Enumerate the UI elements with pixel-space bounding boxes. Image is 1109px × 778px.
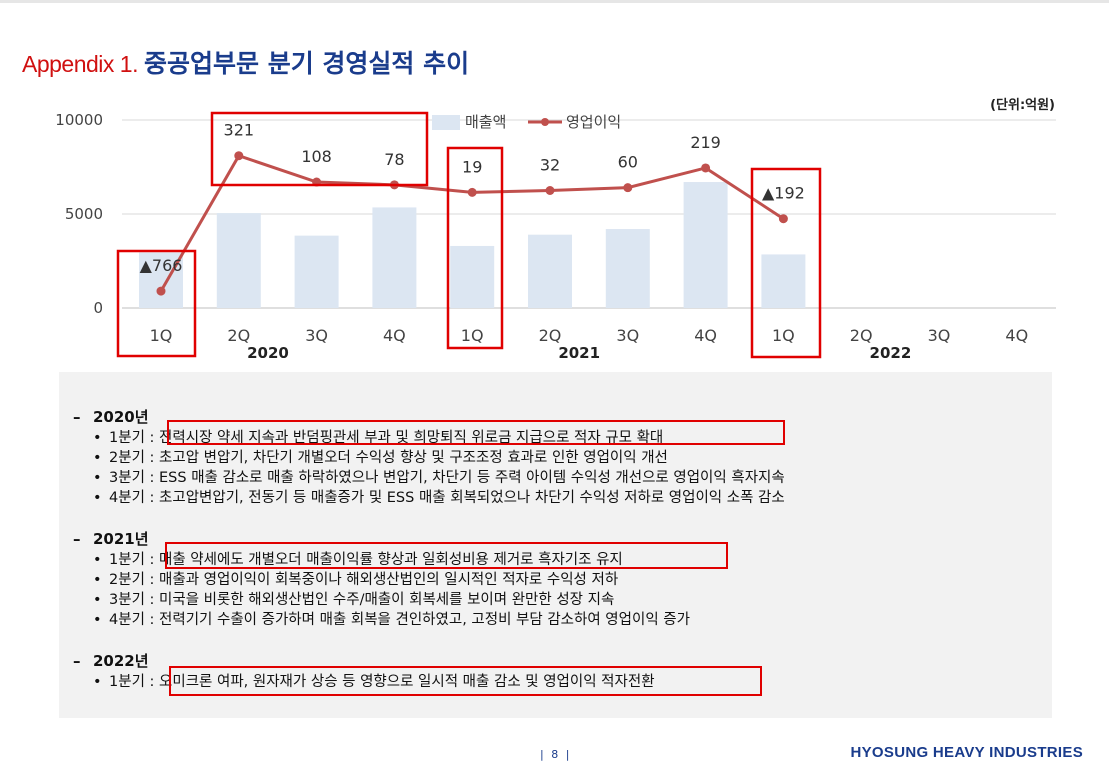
x-tick-label: 3Q	[616, 326, 639, 345]
title-main: 중공업부문 분기 경영실적 추이	[143, 49, 470, 78]
data-label: 108	[301, 147, 332, 166]
note-item: • 1분기 : 전력시장 약세 지속과 반덤핑관세 부과 및 희망퇴직 위로금 지…	[93, 430, 664, 446]
data-label: 19	[462, 157, 482, 176]
quarterly-performance-chart: 10000 5000 0 ▲766 321 108 78 19 32 60 219 ▲192 1Q 2Q 3…	[55, 111, 1056, 362]
bar	[450, 245, 495, 308]
notes-panel: –2020년 • 1분기 : 전력시장 약세 지속과 반덤핑관세 부과 및 희망퇴…	[59, 372, 1052, 718]
data-label: 321	[224, 121, 255, 140]
line-point	[156, 286, 166, 296]
bar	[528, 234, 572, 308]
x-tick-label: 1Q	[772, 326, 795, 345]
highlight-box	[169, 666, 762, 696]
year-label: 2020	[247, 344, 289, 362]
x-tick-label: 1Q	[461, 326, 484, 345]
line-point	[623, 183, 633, 193]
notes-year-heading: –2022년	[73, 652, 149, 670]
note-item: • 4분기 : 전력기기 수출이 증가하며 매출 회복을 견인하였고, 고정비 부…	[93, 612, 690, 628]
data-label: 219	[690, 133, 721, 152]
data-label: ▲766	[140, 256, 183, 275]
notes-year-heading: –2021년	[73, 530, 149, 548]
y-tick-label: 5000	[65, 205, 103, 223]
bar	[139, 252, 183, 308]
note-item: • 4분기 : 초고압변압기, 전동기 등 매출증가 및 ESS 매출 회복되었으…	[93, 490, 785, 506]
bar	[372, 207, 417, 308]
note-item: • 3분기 : 미국을 비롯한 해외생산법인 수주/매출이 회복세를 보이며 완만…	[93, 592, 615, 608]
note-item: • 1분기 : 오미크론 여파, 원자재가 상승 등 영향으로 일시적 매출 감소…	[93, 674, 655, 690]
x-tick-label: 2Q	[539, 326, 562, 345]
highlight-box	[750, 167, 822, 359]
legend-swatch-bar	[432, 115, 460, 130]
x-tick-label: 4Q	[694, 326, 717, 345]
legend-label-line: 영업이익	[566, 113, 621, 131]
notes-2020: –2020년 • 1분기 : 전력시장 약세 지속과 반덤핑관세 부과 및 희망퇴…	[73, 406, 785, 508]
notes-2022: –2022년 • 1분기 : 오미크론 여파, 원자재가 상승 등 영향으로 일시…	[73, 650, 655, 692]
line-point	[545, 186, 555, 195]
highlight-box	[210, 111, 429, 187]
highlight-box	[116, 249, 197, 358]
line-point	[778, 214, 788, 224]
year-label: 2022	[870, 344, 912, 362]
x-tick-label: 4Q	[383, 326, 406, 345]
y-tick-label: 0	[93, 299, 103, 317]
note-item: • 2분기 : 매출과 영업이익이 회복중이나 해외생산법인의 일시적인 적자로 …	[93, 572, 619, 588]
data-label: 60	[618, 153, 638, 172]
data-label: 78	[384, 150, 404, 169]
legend-marker-line	[541, 118, 549, 126]
notes-2021: –2021년 • 1분기 : 매출 약세에도 개별오더 매출이익률 향상과 일회성…	[73, 528, 690, 630]
highlight-box	[165, 542, 728, 569]
data-label: ▲192	[762, 184, 805, 203]
line-point	[467, 187, 477, 197]
brand-logo-text: HYOSUNG HEAVY INDUSTRIES	[850, 744, 1083, 761]
highlight-box	[446, 146, 504, 350]
notes-year-heading: –2020년	[73, 408, 149, 426]
y-tick-label: 10000	[55, 111, 103, 129]
note-item: • 3분기 : ESS 매출 감소로 매출 하락하였으나 변압기, 차단기 등 주…	[93, 470, 785, 486]
note-item: • 2분기 : 초고압 변압기, 차단기 개별오더 수익성 향상 및 구조조정 효…	[93, 450, 668, 466]
highlight-box	[167, 420, 785, 445]
bar	[761, 254, 806, 308]
line-point	[701, 163, 711, 173]
bar	[294, 235, 339, 308]
page-title: Appendix 1. 중공업부문 분기 경영실적 추이	[22, 44, 469, 80]
line-point	[234, 151, 244, 161]
legend-label-bar: 매출액	[465, 113, 506, 131]
top-rule	[0, 0, 1109, 3]
bar	[216, 213, 261, 308]
bar	[683, 182, 728, 308]
x-tick-label: 3Q	[928, 326, 951, 345]
page-number: | 8 |	[540, 748, 572, 761]
x-tick-label: 2Q	[227, 326, 250, 345]
x-tick-label: 4Q	[1005, 326, 1028, 345]
bar	[605, 229, 650, 308]
data-label: 32	[540, 156, 560, 175]
unit-label: (단위:억원)	[990, 98, 1055, 113]
x-tick-label: 2Q	[850, 326, 873, 345]
note-item: • 1분기 : 매출 약세에도 개별오더 매출이익률 향상과 일회성비용 제거로 …	[93, 552, 623, 568]
x-tick-label: 3Q	[305, 326, 328, 345]
year-label: 2021	[558, 344, 600, 362]
title-prefix: Appendix 1.	[22, 51, 138, 77]
x-tick-label: 1Q	[150, 326, 173, 345]
